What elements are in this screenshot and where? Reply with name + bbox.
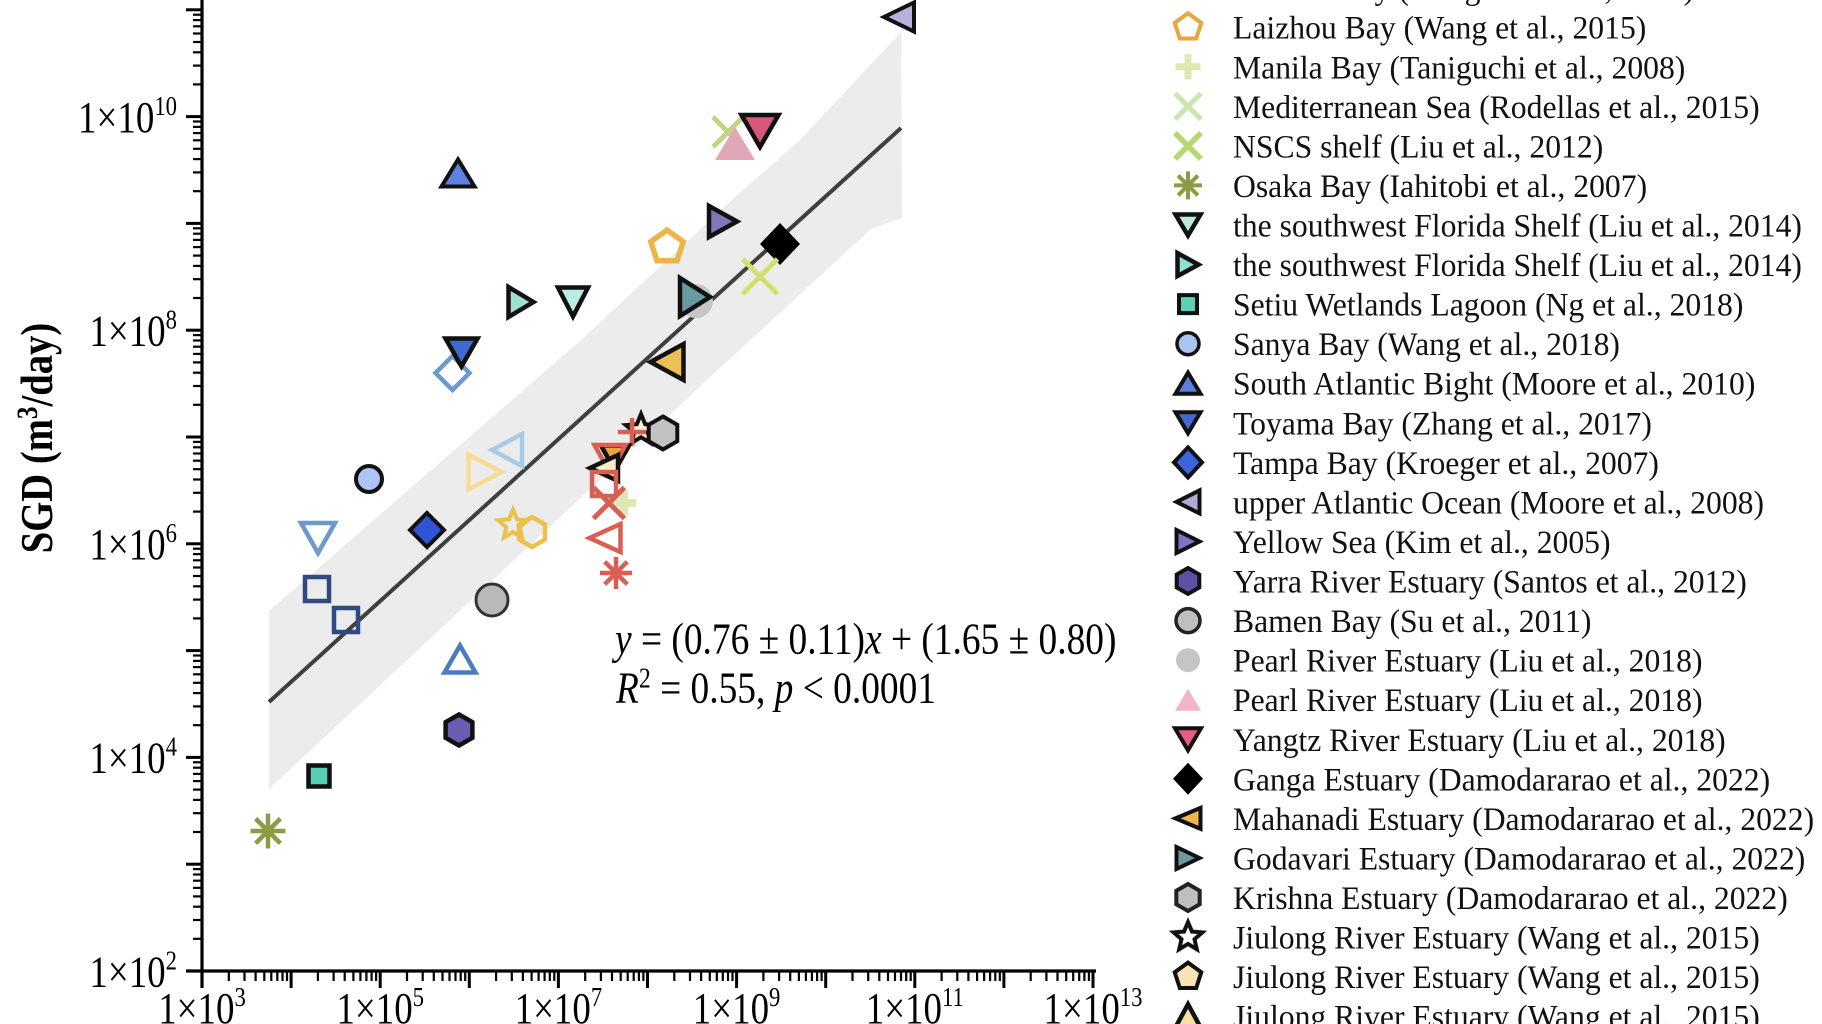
svg-text:Ganga Estuary (Damodararao et: Ganga Estuary (Damodararao et al., 2022) <box>1233 761 1770 798</box>
svg-text:Jiulong River Estuary (Wang et: Jiulong River Estuary (Wang et al., 2015… <box>1233 919 1760 956</box>
svg-text:Yangtz River Estuary (Liu et a: Yangtz River Estuary (Liu et al., 2018) <box>1233 721 1726 758</box>
svg-text:Godavari Estuary (Damodararao: Godavari Estuary (Damodararao et al., 20… <box>1233 840 1805 877</box>
svg-text:R2 = 0.55, p < 0.0001: R2 = 0.55, p < 0.0001 <box>615 663 936 712</box>
svg-text:Jinzhou Bay (Taniguchi et al.,: Jinzhou Bay (Taniguchi et al., 2008) <box>1233 0 1694 6</box>
svg-text:1×107: 1×107 <box>515 983 603 1024</box>
svg-text:1×104: 1×104 <box>89 733 177 782</box>
svg-text:Jiulong River Estuary (Wang et: Jiulong River Estuary (Wang et al., 2015… <box>1233 998 1760 1024</box>
svg-text:Bamen Bay (Su et al., 2011): Bamen Bay (Su et al., 2011) <box>1233 603 1591 640</box>
svg-text:Yellow Sea (Kim et al., 2005): Yellow Sea (Kim et al., 2005) <box>1233 523 1611 560</box>
svg-text:SGD (m3/day): SGD (m3/day) <box>10 323 63 553</box>
svg-text:Manila Bay (Taniguchi et al.,: Manila Bay (Taniguchi et al., 2008) <box>1233 49 1685 86</box>
svg-text:Sanya Bay (Wang et al., 2018): Sanya Bay (Wang et al., 2018) <box>1233 326 1620 363</box>
svg-text:1×109: 1×109 <box>693 983 781 1024</box>
svg-text:1×106: 1×106 <box>89 519 177 568</box>
svg-text:upper Atlantic Ocean (Moore et: upper Atlantic Ocean (Moore et al., 2008… <box>1233 484 1764 521</box>
svg-text:Setiu Wetlands Lagoon (Ng et a: Setiu Wetlands Lagoon (Ng et al., 2018) <box>1233 286 1743 323</box>
svg-text:Pearl River Estuary (Liu et al: Pearl River Estuary (Liu et al., 2018) <box>1233 642 1703 679</box>
svg-text:Pearl River Estuary (Liu et al: Pearl River Estuary (Liu et al., 2018) <box>1233 682 1703 719</box>
svg-text:1×102: 1×102 <box>89 947 177 996</box>
svg-text:NSCS shelf (Liu et al., 2012): NSCS shelf (Liu et al., 2012) <box>1233 128 1603 165</box>
svg-text:Toyama Bay (Zhang et al., 2017: Toyama Bay (Zhang et al., 2017) <box>1233 405 1652 442</box>
svg-text:the southwest Florida Shelf (L: the southwest Florida Shelf (Liu et al.,… <box>1233 207 1802 244</box>
svg-text:1×103: 1×103 <box>158 983 246 1024</box>
svg-text:the southwest Florida Shelf (L: the southwest Florida Shelf (Liu et al.,… <box>1233 247 1802 284</box>
svg-text:Mediterranean Sea (Rodellas et: Mediterranean Sea (Rodellas et al., 2015… <box>1233 88 1760 125</box>
svg-text:South Atlantic Bight (Moore et: South Atlantic Bight (Moore et al., 2010… <box>1233 365 1755 402</box>
svg-text:Osaka Bay (Iahitobi et al., 20: Osaka Bay (Iahitobi et al., 2007) <box>1233 167 1647 204</box>
svg-text:1×105: 1×105 <box>336 983 424 1024</box>
svg-text:Laizhou Bay (Wang et al., 2015: Laizhou Bay (Wang et al., 2015) <box>1233 9 1646 46</box>
svg-text:Krishna Estuary (Damodararao e: Krishna Estuary (Damodararao et al., 202… <box>1233 879 1788 916</box>
svg-text:y = (0.76 ± 0.11)x + (1.65 ± 0: y = (0.76 ± 0.11)x + (1.65 ± 0.80) <box>611 615 1116 663</box>
svg-text:Tampa Bay (Kroeger et al., 200: Tampa Bay (Kroeger et al., 2007) <box>1233 444 1659 481</box>
svg-text:Mahanadi Estuary (Damodararao: Mahanadi Estuary (Damodararao et al., 20… <box>1233 800 1814 837</box>
svg-text:Yarra River Estuary (Santos et: Yarra River Estuary (Santos et al., 2012… <box>1233 563 1747 600</box>
svg-text:Jiulong River Estuary (Wang et: Jiulong River Estuary (Wang et al., 2015… <box>1233 959 1760 996</box>
svg-text:1×108: 1×108 <box>89 306 177 355</box>
